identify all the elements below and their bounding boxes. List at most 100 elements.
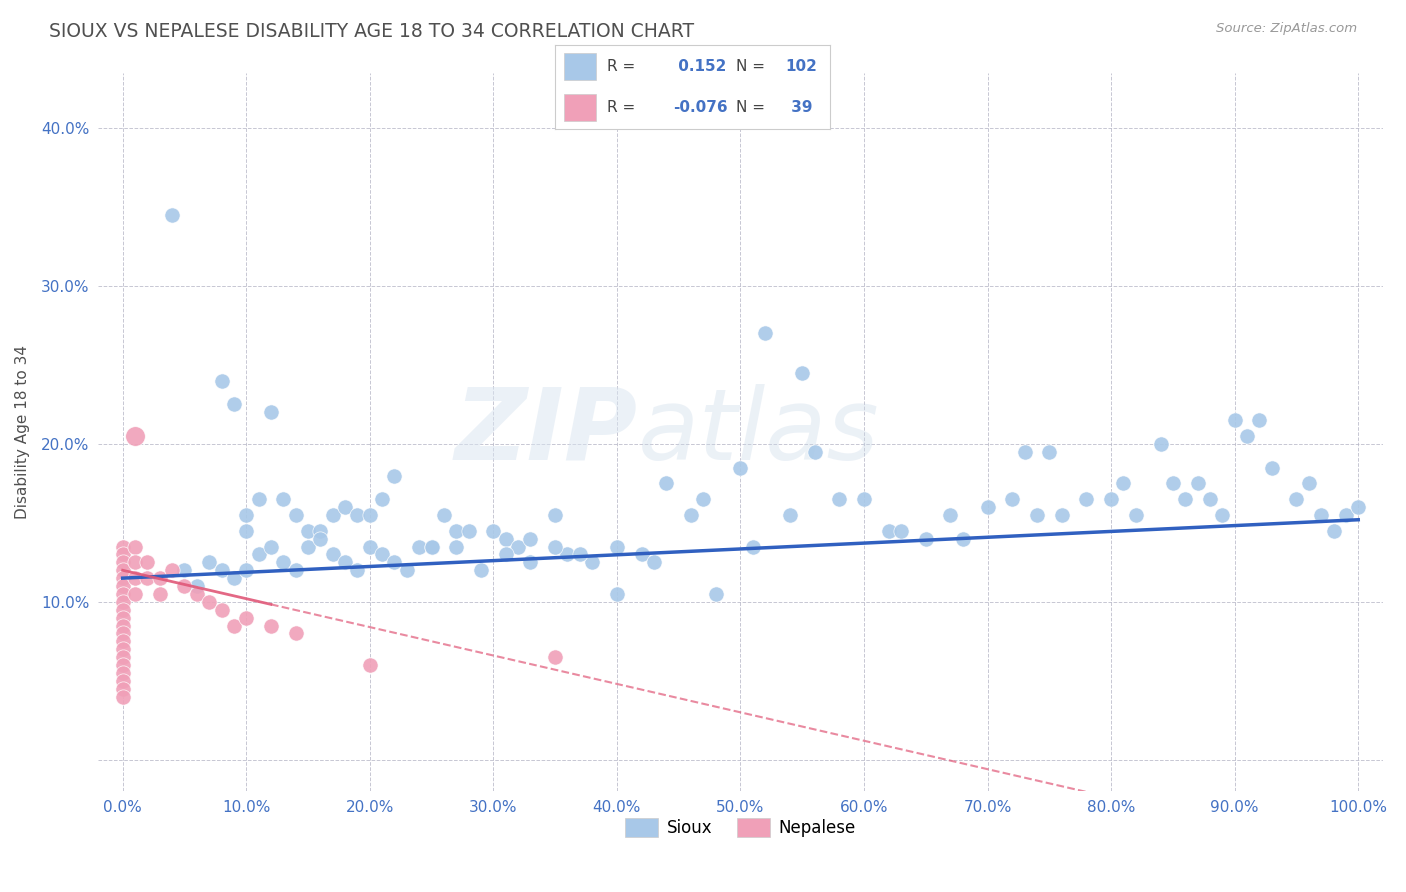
Point (111, 626, 134, 640)
Point (222, 618, 245, 632)
Text: -0.076: -0.076 (673, 100, 728, 115)
Point (198, 555, 221, 569)
Point (136, 571, 159, 585)
Point (211, 603, 233, 617)
Point (111, 555, 134, 569)
FancyBboxPatch shape (564, 54, 596, 80)
Point (1249, 413, 1271, 427)
Point (544, 540, 567, 554)
Point (111, 642, 134, 657)
Text: ZIP: ZIP (454, 384, 638, 481)
Point (260, 618, 283, 632)
Point (976, 500, 998, 515)
Point (260, 540, 283, 554)
Point (333, 500, 356, 515)
Point (111, 681, 134, 696)
Point (679, 508, 702, 522)
Point (730, 460, 752, 475)
Point (544, 650, 567, 665)
Point (359, 657, 381, 672)
Point (160, 563, 183, 577)
Point (630, 548, 652, 562)
Point (111, 665, 134, 680)
Point (247, 548, 270, 562)
Point (544, 508, 567, 522)
Point (173, 579, 195, 593)
Point (111, 650, 134, 665)
Point (395, 563, 418, 577)
Point (506, 540, 529, 554)
Point (111, 690, 134, 704)
Point (1076, 492, 1098, 507)
Point (704, 587, 727, 601)
Text: Source: ZipAtlas.com: Source: ZipAtlas.com (1216, 22, 1357, 36)
Point (1174, 492, 1197, 507)
Point (124, 555, 146, 569)
Point (235, 563, 257, 577)
Point (297, 524, 319, 538)
Point (235, 508, 257, 522)
Point (1125, 508, 1147, 522)
Text: 0.152: 0.152 (673, 59, 727, 74)
Point (1014, 445, 1036, 459)
Y-axis label: Disability Age 18 to 34: Disability Age 18 to 34 (15, 345, 30, 519)
Point (420, 540, 443, 554)
Point (211, 374, 233, 388)
Point (384, 555, 406, 569)
Point (1199, 492, 1222, 507)
Point (124, 429, 146, 443)
Point (346, 508, 368, 522)
Legend: Sioux, Nepalese: Sioux, Nepalese (619, 812, 863, 844)
Text: SIOUX VS NEPALESE DISABILITY AGE 18 TO 34 CORRELATION CHART: SIOUX VS NEPALESE DISABILITY AGE 18 TO 3… (49, 22, 695, 41)
Point (828, 492, 851, 507)
Point (741, 540, 763, 554)
Point (606, 587, 628, 601)
Point (1236, 429, 1258, 443)
Point (792, 366, 814, 380)
Point (149, 587, 172, 601)
Point (482, 524, 505, 538)
Point (581, 555, 603, 569)
Point (557, 548, 579, 562)
Point (111, 579, 134, 593)
Point (247, 492, 270, 507)
Point (1038, 445, 1060, 459)
Text: 102: 102 (786, 59, 817, 74)
Point (446, 524, 468, 538)
Point (222, 397, 245, 411)
Point (284, 508, 307, 522)
Point (1112, 476, 1135, 491)
Point (149, 571, 172, 585)
Point (952, 532, 974, 546)
Point (124, 540, 146, 554)
Point (111, 587, 134, 601)
Point (1261, 460, 1284, 475)
Point (111, 595, 134, 609)
Point (186, 579, 208, 593)
Point (939, 508, 962, 522)
Point (322, 548, 344, 562)
Point (890, 524, 912, 538)
Point (1099, 492, 1122, 507)
Point (1322, 524, 1344, 538)
Point (111, 563, 134, 577)
Point (173, 563, 195, 577)
Point (111, 603, 134, 617)
Point (111, 610, 134, 624)
Point (284, 626, 307, 640)
Point (346, 563, 368, 577)
Point (136, 555, 159, 569)
Point (198, 595, 221, 609)
Point (519, 555, 541, 569)
Point (186, 587, 208, 601)
Point (111, 540, 134, 554)
Point (877, 524, 900, 538)
Point (111, 548, 134, 562)
Point (606, 540, 628, 554)
Point (371, 492, 394, 507)
Point (779, 508, 801, 522)
Point (1187, 476, 1209, 491)
Point (408, 540, 430, 554)
Point (124, 571, 146, 585)
Point (914, 532, 936, 546)
